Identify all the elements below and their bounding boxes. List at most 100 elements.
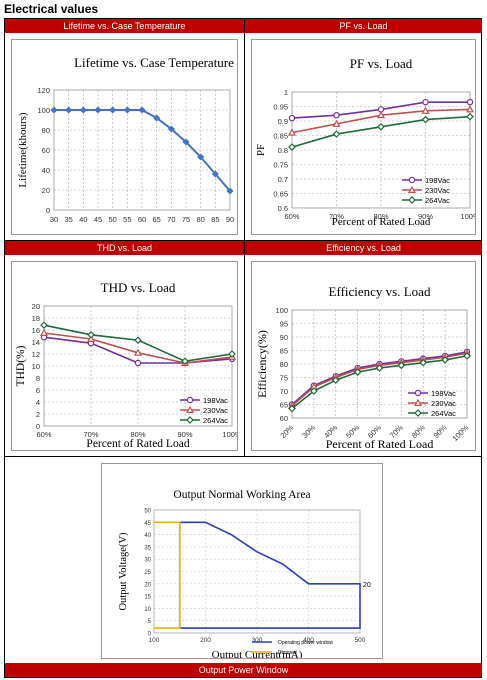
data-point [414,389,422,397]
y-tick-label: 0.75 [273,161,288,170]
data-point [197,153,205,161]
data-point [123,106,131,114]
y-tick-label: 95 [280,320,288,329]
y-tick-label: 8 [36,374,40,383]
chart-title: PF vs. Load [350,56,413,71]
data-point [397,361,406,370]
data-point [65,106,73,114]
y-tick-label: 40 [144,533,151,539]
x-tick-label: 80 [196,215,204,224]
y-tick-label: 80 [280,360,288,369]
y-tick-label: 100 [37,106,50,115]
data-point [134,359,142,367]
x-tick-label: 400 [303,637,314,644]
y-tick-label: 65 [280,401,288,410]
legend-label: 264Vac [203,416,228,425]
x-tick-label: 60% [36,430,51,439]
data-point [39,328,49,337]
y-axis-label: PF [255,144,267,156]
legend-label: 230Vac [203,406,228,415]
x-tick-label: 70% [329,212,344,221]
y-tick-label: 0.65 [273,190,288,199]
y-tick-label: 12 [32,350,40,359]
x-axis-label: Percent of Rated Load [86,438,189,450]
y-tick-label: 20 [42,186,50,195]
page-title: Electrical values [4,2,99,16]
y-tick-label: 0.7 [278,175,288,184]
y-tick-label: 5 [148,619,152,625]
y-tick-label: 0 [36,422,40,431]
x-tick-label: 100% [450,423,470,443]
y-tick-label: 100 [275,306,288,315]
y-tick-label: 10 [32,362,40,371]
data-point [422,98,429,106]
data-point [109,106,117,114]
x-tick-label: 80% [373,212,388,221]
y-axis-label: Efficiency(%) [255,330,269,398]
efficiency-chart: Efficiency vs. Load 60 65 70 75 80 85 90 95 100 20… [255,284,472,451]
data-point [466,112,474,121]
data-point [408,176,416,184]
chart-title: Output Normal Working Area [173,489,310,501]
x-tick-label: 55 [123,215,131,224]
data-point [288,404,296,413]
y-tick-label: 120 [37,86,50,95]
y-tick-label: 35 [144,545,151,551]
data-point [407,185,417,193]
data-point [333,111,340,119]
series-line [154,521,181,629]
efficiency-chart-frame: Efficiency vs. Load 60 65 70 75 80 85 90 95 100 20… [251,261,476,451]
divider [5,456,482,457]
legend-label: Dimmed [278,650,297,656]
x-tick-label: 30% [300,423,317,440]
y-axis-label: THD(%) [15,345,27,386]
x-tick-label: 65 [152,215,160,224]
data-point [186,396,194,404]
data-point [133,348,143,356]
legend-label: 198Vac [425,176,450,185]
data-point [94,106,102,114]
legend-label: 198Vac [203,396,228,405]
x-tick-label: 80% [130,430,145,439]
x-tick-label: 45 [94,215,102,224]
chart-title: Lifetime vs. Case Temperature [74,55,234,70]
y-tick-label: 16 [32,326,40,335]
y-tick-label: 2 [36,410,40,419]
section-header-efficiency: Efficiency vs. Load [245,241,482,255]
data-point [182,138,190,146]
section-header-output-power: Output Power Window [5,663,482,677]
series-line [178,521,361,629]
y-tick-label: 60 [42,146,50,155]
data-point [138,106,146,114]
y-tick-label: 0 [148,632,152,638]
x-tick-label: 300 [252,637,263,644]
data-point [331,376,340,385]
section-header-pf: PF vs. Load [245,19,482,33]
y-tick-label: 10 [144,607,151,613]
y-axis-label: Output Voltage(V) [118,532,129,611]
y-tick-label: 50 [144,509,151,515]
x-axis-label: Percent of Rated Load [332,216,431,228]
legend-label: 230Vac [431,399,456,408]
lifetime-chart-frame: Lifetime vs. Case Temperature 0 20 40 60 80 10… [11,39,238,246]
x-tick-label: 35 [64,215,72,224]
x-tick-label: 60% [284,212,299,221]
y-tick-label: 85 [280,347,288,356]
y-tick-label: 0.6 [278,204,288,213]
y-tick-label: 1 [284,88,288,97]
y-tick-label: 25 [144,570,151,576]
chart-title: Efficiency vs. Load [329,284,431,299]
data-point [167,125,175,133]
x-tick-label: 100% [222,430,237,439]
x-tick-label: 90 [226,215,234,224]
output-working-area-chart: Output Normal Working Area 0 5 10 15 20 25 30 35… [118,489,371,661]
data-point [186,416,194,424]
data-point [310,387,318,395]
data-point [465,105,475,113]
x-tick-label: 70% [83,430,98,439]
pf-chart-frame: PF vs. Load 0.6 0.65 0.7 0.75 0.8 0.85 0.9 0.95 1… [251,39,480,235]
data-point [441,356,449,364]
y-tick-label: 60 [280,414,288,423]
data-point [288,114,296,122]
y-tick-label: 0.85 [273,132,288,141]
